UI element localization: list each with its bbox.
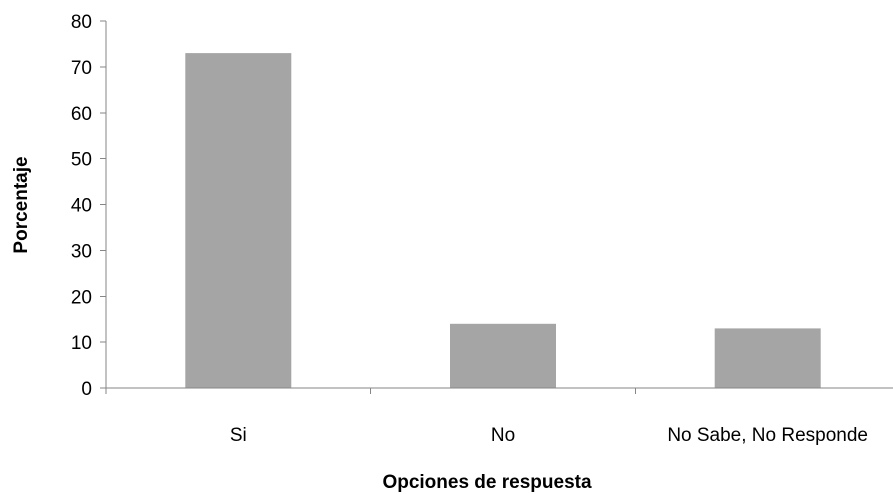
x-tick-label: No: [491, 425, 515, 446]
x-tick-label: Si: [230, 425, 247, 446]
y-tick-label: 0: [81, 379, 92, 400]
bars-layer: [185, 53, 821, 388]
y-axis-title: Porcentaje: [11, 156, 32, 253]
y-tick-label: 30: [71, 241, 92, 262]
x-axis-title: Opciones de respuesta: [382, 472, 592, 493]
y-tick-label: 70: [71, 58, 92, 79]
axes-layer: [100, 20, 893, 394]
labels-layer: 0 10 20 30 40 50 60 70 80 Si No No Sabe, No Respond…: [71, 12, 868, 446]
y-tick-label: 60: [71, 104, 92, 125]
bar-1: [450, 323, 556, 388]
x-tick-label: No Sabe, No Responde: [667, 425, 868, 446]
y-tick-label: 10: [71, 333, 92, 354]
y-tick-label: 50: [71, 150, 92, 171]
bar-0: [185, 53, 292, 388]
y-tick-label: 40: [71, 196, 92, 217]
y-tick-label: 80: [71, 12, 92, 33]
y-tick-label: 20: [71, 287, 92, 308]
bar-2: [714, 328, 821, 388]
